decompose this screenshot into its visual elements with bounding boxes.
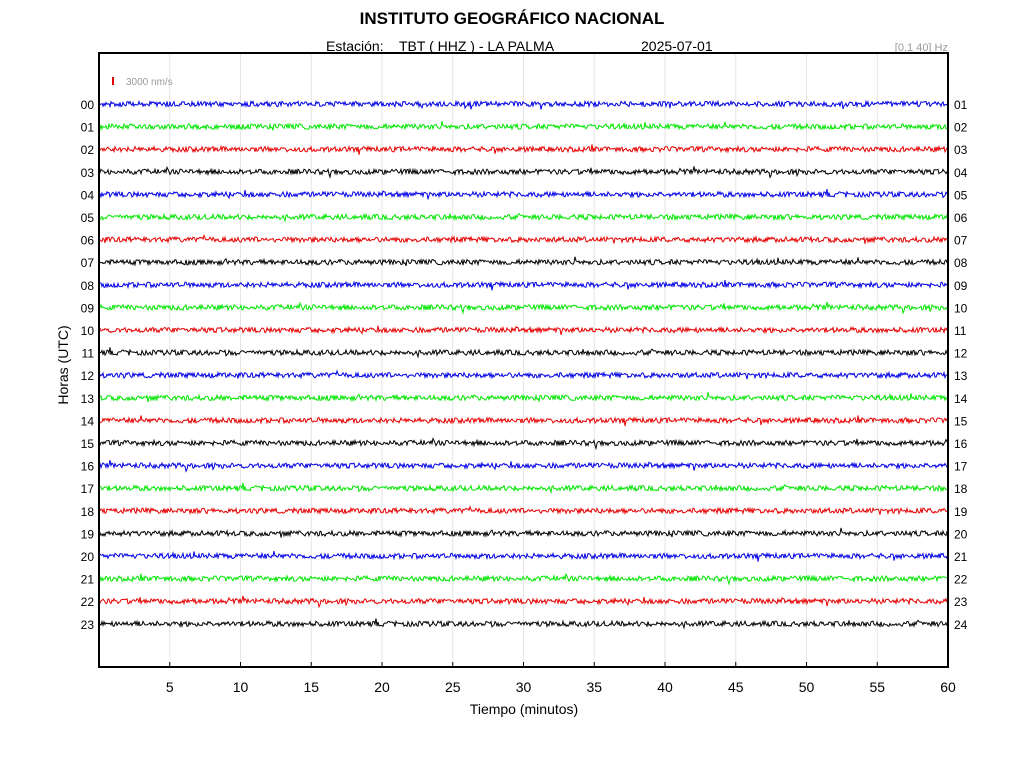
hour-label-right: 04 (954, 166, 968, 180)
seismic-trace (98, 301, 949, 315)
x-tick-label: 30 (516, 679, 532, 695)
hour-label-right: 17 (954, 460, 968, 474)
seismic-trace (98, 165, 949, 180)
chart-title: INSTITUTO GEOGRÁFICO NACIONAL (359, 9, 665, 28)
y-axis-label: Horas (UTC) (55, 325, 71, 404)
hour-label-right: 24 (954, 618, 968, 632)
hour-label-right: 09 (954, 279, 968, 293)
x-tick-label: 45 (728, 679, 744, 695)
hour-label-left: 20 (81, 550, 95, 564)
x-tick-label: 25 (445, 679, 461, 695)
seismic-trace (98, 595, 949, 609)
filter-band: [0.1 40] Hz (894, 42, 948, 54)
seismic-trace (98, 369, 949, 380)
hour-label-left: 07 (81, 256, 95, 270)
seismic-trace (98, 618, 949, 630)
x-tick-label: 20 (374, 679, 390, 695)
seismic-trace (98, 527, 949, 538)
hour-label-left: 01 (81, 121, 95, 135)
hour-label-right: 23 (954, 595, 968, 609)
seismic-trace (98, 325, 949, 336)
hour-label-right: 19 (954, 505, 968, 519)
hour-label-left: 16 (81, 460, 95, 474)
seismic-trace (99, 347, 949, 359)
hour-label-right: 01 (954, 98, 968, 112)
label-layer: 5 10 15 20 25 30 35 40 45 50 55 60 Tiempo (minutos) H… (55, 77, 968, 717)
seismic-trace (98, 279, 949, 291)
trace-layer (98, 99, 949, 630)
hour-label-right: 12 (954, 347, 968, 361)
hour-label-right: 14 (954, 392, 968, 406)
seismic-trace (98, 212, 949, 223)
hour-label-left: 04 (81, 188, 95, 202)
x-tick-label: 15 (303, 679, 319, 695)
hour-label-left: 15 (81, 437, 95, 451)
seismic-trace (98, 460, 949, 473)
hour-label-left: 14 (81, 414, 95, 428)
hour-label-right: 08 (954, 256, 968, 270)
hour-label-left: 09 (81, 301, 95, 315)
hour-label-left: 10 (81, 324, 95, 338)
hour-label-right: 06 (954, 211, 968, 225)
seismic-trace (98, 392, 949, 403)
hour-label-left: 18 (81, 505, 95, 519)
x-tick-label: 35 (586, 679, 602, 695)
hour-label-right: 10 (954, 301, 968, 315)
hour-label-right: 07 (954, 234, 968, 248)
hour-label-left: 13 (81, 392, 95, 406)
seismic-trace (98, 120, 949, 132)
hour-label-right: 18 (954, 482, 968, 496)
hour-label-left: 22 (81, 595, 95, 609)
hour-label-left: 00 (81, 98, 95, 112)
hour-label-right: 21 (954, 550, 968, 564)
grid-layer (169, 53, 949, 667)
seismic-trace (98, 437, 949, 451)
hour-label-right: 05 (954, 188, 968, 202)
scale-bar-label: 3000 nm/s (126, 77, 173, 88)
seismic-trace (98, 504, 949, 516)
seismic-trace (98, 256, 949, 267)
plot-frame (98, 52, 949, 668)
hour-label-right: 22 (954, 573, 968, 587)
hour-label-left: 19 (81, 527, 95, 541)
x-axis-label: Tiempo (minutos) (470, 701, 578, 717)
hour-label-left: 08 (81, 279, 95, 293)
hour-label-left: 06 (81, 234, 95, 248)
hour-label-left: 12 (81, 369, 95, 383)
x-tick-label: 5 (166, 679, 174, 695)
hour-label-left: 17 (81, 482, 95, 496)
hour-label-left: 23 (81, 618, 95, 632)
seismic-trace (98, 233, 949, 244)
hour-label-right: 02 (954, 121, 968, 135)
hour-label-right: 15 (954, 414, 968, 428)
hour-label-left: 11 (82, 347, 95, 361)
hour-label-right: 11 (954, 324, 967, 338)
hour-label-left: 05 (81, 211, 95, 225)
seismic-trace (98, 144, 949, 155)
x-tick-label: 10 (233, 679, 249, 695)
hour-label-right: 03 (954, 143, 968, 157)
x-tick-label: 55 (869, 679, 885, 695)
record-date: 2025-07-01 (641, 38, 713, 54)
hour-label-left: 03 (81, 166, 95, 180)
x-tick-label: 60 (940, 679, 956, 695)
x-tick-label: 40 (657, 679, 673, 695)
seismic-trace (98, 99, 949, 110)
seismic-trace (98, 415, 949, 427)
seismic-trace (98, 482, 949, 495)
seismic-trace (98, 572, 949, 586)
hour-label-right: 16 (954, 437, 968, 451)
station-value: TBT ( HHZ ) - LA PALMA (399, 38, 555, 54)
hour-label-right: 13 (954, 369, 968, 383)
seismic-trace (98, 550, 949, 562)
x-tick-label: 50 (799, 679, 815, 695)
station-label: Estación: (326, 38, 384, 54)
hour-label-right: 20 (954, 527, 968, 541)
hour-label-left: 21 (81, 573, 95, 587)
seismic-trace (98, 189, 949, 200)
hour-label-left: 02 (81, 143, 95, 157)
